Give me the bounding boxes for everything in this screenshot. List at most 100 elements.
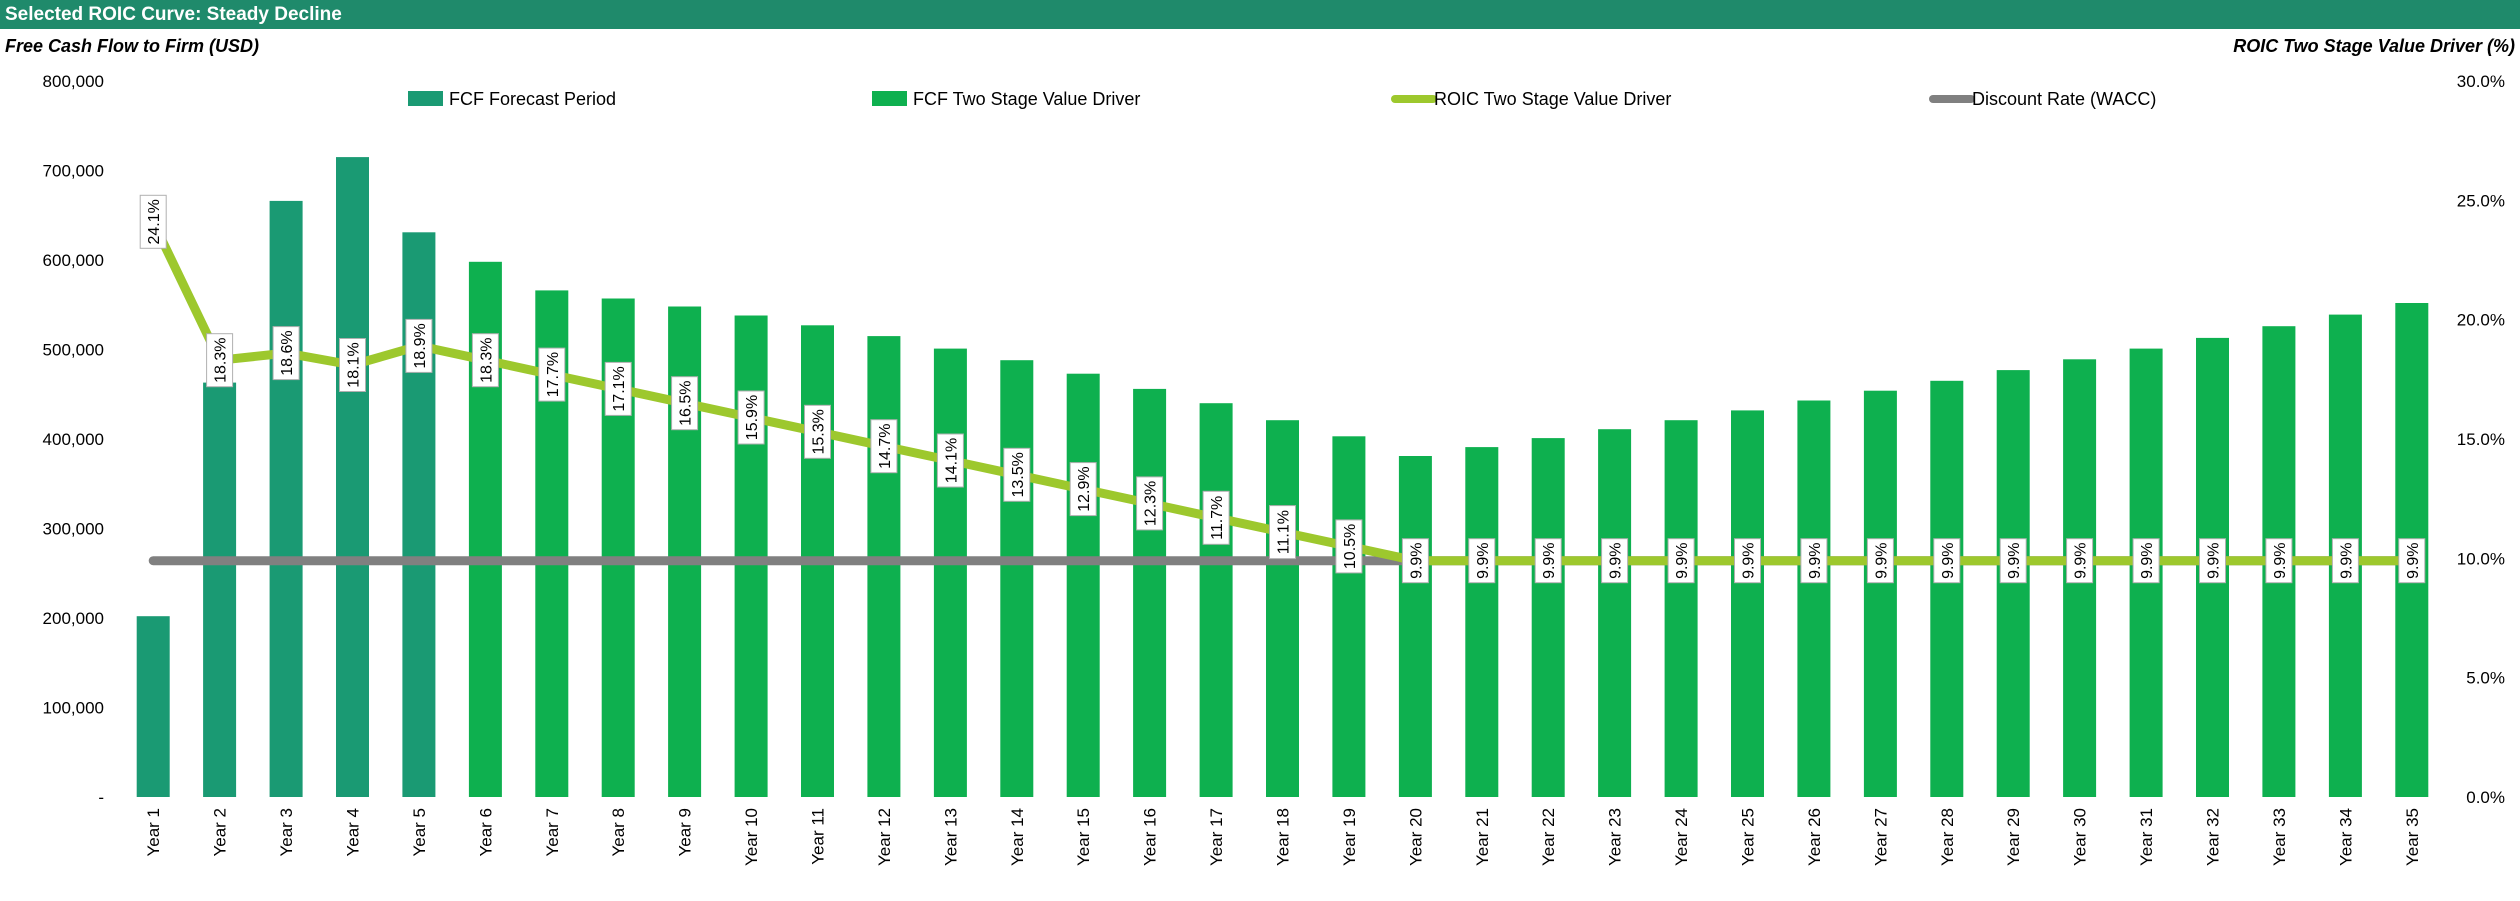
roic-data-label-21: 9.9% (1468, 538, 1496, 584)
y-tick-label: 300,000 (43, 520, 104, 539)
roic-data-label-11: 15.3% (804, 404, 831, 459)
roic-data-label-text: 9.9% (1608, 542, 1625, 578)
bar-fcf-two-stage-18 (1266, 420, 1299, 797)
roic-data-label-text: 9.9% (2139, 542, 2156, 578)
bar-fcf-two-stage-25 (1731, 410, 1764, 797)
bar-fcf-two-stage-16 (1133, 388, 1167, 797)
roic-data-label-text: 13.5% (1010, 452, 1027, 497)
bar-fcf-two-stage-15 (1066, 373, 1100, 797)
roic-data-labels: 24.1% 18.3% 18.6% 18.1% 18.9% 18.3% 17.7% 17.1%… (139, 194, 2426, 584)
bar-fcf-two-stage-14 (1000, 360, 1034, 797)
roic-data-label-5: 18.9% (405, 318, 433, 373)
roic-data-label-box (1202, 490, 1230, 545)
roic-data-label-text: 16.5% (678, 381, 695, 426)
roic-data-label-text: 18.9% (412, 323, 429, 368)
roic-data-label-text: 9.9% (1741, 542, 1758, 578)
y-tick-label: 400,000 (43, 430, 104, 449)
legend-item-4: Discount Rate (WACC) (1929, 89, 2156, 109)
roic-data-label-7: 17.7% (538, 347, 566, 402)
bar-fcf-two-stage-20 (1398, 456, 1432, 797)
x-tick-label: Year 14 (1008, 808, 1027, 866)
roic-data-label-box (405, 318, 433, 373)
x-tick-label: Year 28 (1938, 808, 1957, 866)
bar-fcf-two-stage-12 (867, 336, 901, 797)
roic-data-label-box (1069, 462, 1097, 517)
roic-data-label-3: 18.6% (272, 326, 300, 381)
roic-data-label-15: 12.9% (1069, 462, 1097, 517)
roic-data-label-box (870, 419, 898, 474)
x-tick-label: Year 11 (809, 808, 828, 865)
y-tick-label: - (98, 788, 104, 807)
roic-data-label-26: 9.9% (1800, 538, 1828, 584)
bar-fcf-two-stage-13 (933, 348, 967, 797)
y-axis-title: Free Cash Flow to Firm (USD) (5, 36, 260, 56)
roic-data-label-18: 11.1% (1269, 505, 1296, 560)
roic-data-label-box (1601, 538, 1629, 584)
roic-data-label-box (1136, 476, 1164, 531)
x-tick-label: Year 9 (676, 808, 695, 857)
roic-data-label-text: 15.3% (811, 409, 828, 454)
roic-data-label-1: 24.1% (139, 194, 167, 249)
y2-tick-label: 15.0% (2457, 430, 2505, 449)
roic-data-label-box (339, 338, 366, 392)
y-tick-label: 100,000 (43, 699, 104, 718)
roic-data-label-24: 9.9% (1667, 538, 1695, 584)
y2-tick-label: 30.0% (2457, 72, 2505, 91)
roic-data-label-text: 14.7% (877, 424, 894, 469)
y2-axis-title: ROIC Two Stage Value Driver (%) (2233, 36, 2515, 56)
x-tick-label: Year 18 (1274, 808, 1293, 866)
x-tick-label: Year 32 (2204, 808, 2223, 866)
roic-data-label-text: 18.6% (279, 330, 296, 375)
roic-data-label-text: 9.9% (2073, 542, 2090, 578)
x-tick-label: Year 23 (1606, 808, 1625, 866)
roic-data-label-34: 9.9% (2331, 538, 2359, 584)
roic-data-label-text: 17.1% (611, 366, 628, 411)
bars-group (136, 157, 2429, 798)
bar-fcf-two-stage-21 (1465, 447, 1499, 797)
x-tick-label: Year 7 (543, 808, 562, 857)
y2-tick-label: 0.0% (2466, 788, 2505, 807)
roic-data-label-33: 9.9% (2265, 538, 2293, 584)
roic-data-label-text: 11.1% (1276, 510, 1293, 554)
legend-label: Discount Rate (WACC) (1972, 89, 2156, 109)
y-tick-label: 700,000 (43, 162, 104, 181)
roic-data-label-box (1800, 538, 1828, 584)
roic-data-label-text: 9.9% (1541, 542, 1558, 578)
y2-axis-ticks: 0.0% 5.0% 10.0% 15.0% 20.0% 25.0% 30.0% (2457, 72, 2505, 807)
roic-data-label-box (2066, 538, 2094, 584)
roic-data-label-box (1534, 538, 1562, 584)
roic-data-label-box (604, 361, 632, 416)
roic-data-label-text: 17.7% (545, 352, 562, 397)
x-tick-label: Year 10 (742, 808, 761, 866)
roic-data-label-16: 12.3% (1136, 476, 1164, 531)
roic-data-label-box (804, 404, 831, 459)
x-tick-label: Year 27 (1871, 808, 1890, 866)
x-tick-label: Year 35 (2403, 808, 2422, 866)
roic-data-label-box (139, 194, 167, 249)
roic-data-label-22: 9.9% (1534, 538, 1562, 584)
y-tick-label: 500,000 (43, 341, 104, 360)
roic-data-label-27: 9.9% (1866, 538, 1894, 584)
y-tick-label: 600,000 (43, 251, 104, 270)
x-tick-label: Year 33 (2270, 808, 2289, 866)
roic-data-label-box (1866, 538, 1894, 584)
bar-fcf-two-stage-29 (1996, 370, 2030, 797)
x-tick-label: Year 16 (1141, 808, 1160, 866)
x-tick-label: Year 34 (2336, 808, 2355, 866)
roic-data-label-text: 10.5% (1342, 524, 1359, 569)
bar-fcf-two-stage-28 (1930, 380, 1964, 797)
roic-data-label-text: 18.3% (213, 338, 230, 383)
legend: FCF Forecast Period FCF Two Stage Value D… (408, 89, 2156, 109)
x-tick-label: Year 12 (875, 808, 894, 866)
roic-data-label-text: 11.7% (1209, 496, 1226, 540)
y2-tick-label: 20.0% (2457, 311, 2505, 330)
roic-data-label-text: 14.1% (943, 438, 960, 483)
roic-data-label-19: 10.5% (1335, 519, 1363, 574)
bar-fcf-forecast-1 (136, 616, 170, 797)
roic-data-label-text: 12.9% (1076, 466, 1093, 511)
roic-data-label-text: 15.9% (744, 395, 761, 440)
roic-data-label-6: 18.3% (471, 333, 499, 388)
roic-data-label-box (1734, 538, 1761, 584)
roic-data-label-14: 13.5% (1003, 447, 1031, 502)
